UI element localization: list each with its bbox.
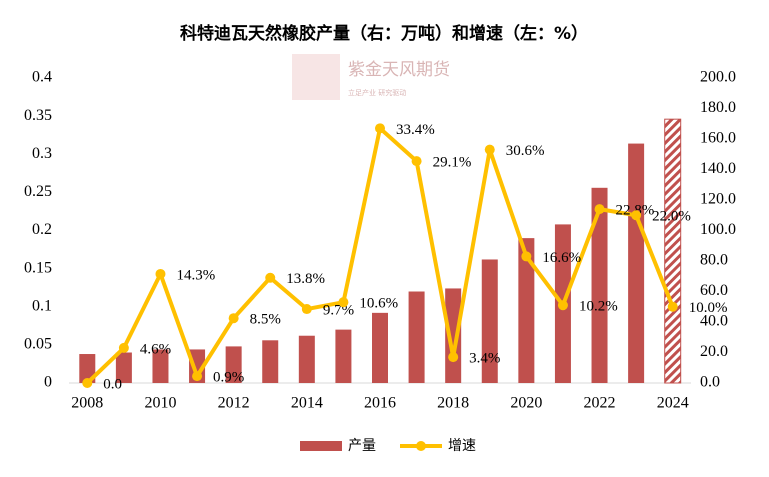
bar — [664, 118, 682, 384]
point — [557, 300, 568, 311]
data-label: 8.5% — [250, 312, 281, 328]
y-tick-label: 0.3 — [32, 145, 52, 162]
bar — [298, 335, 315, 383]
point — [155, 268, 166, 279]
bar — [408, 291, 425, 383]
bar — [79, 354, 96, 383]
watermark-subtitle: 立足产业 研究驱动 — [348, 88, 406, 97]
y-tick-label: 0.1 — [32, 297, 52, 314]
bar — [591, 187, 608, 383]
x-tick-label: 2016 — [364, 395, 396, 412]
data-label: 3.4% — [469, 351, 500, 367]
data-label: 13.8% — [286, 271, 325, 287]
x-tick-label: 2020 — [510, 395, 542, 412]
y-tick-label: 0.2 — [32, 221, 52, 238]
bar — [518, 238, 535, 383]
bar — [481, 259, 498, 383]
point — [338, 297, 349, 308]
data-label: 10.2% — [579, 299, 618, 315]
y2-tick-label: 160.0 — [700, 130, 736, 147]
data-label: 0.0 — [103, 376, 122, 392]
y2-tick-label: 100.0 — [700, 221, 736, 238]
legend-swatch — [300, 441, 342, 451]
y-tick-label: 0.05 — [24, 336, 52, 353]
point — [301, 304, 312, 315]
y-tick-label: 0 — [44, 374, 52, 391]
data-label: 0.9% — [213, 370, 244, 386]
point — [484, 144, 495, 155]
point — [594, 204, 605, 215]
data-label: 22.0% — [652, 209, 691, 225]
bar — [335, 329, 352, 383]
point — [411, 156, 422, 167]
y2-tick-label: 140.0 — [700, 160, 736, 177]
y2-tick-label: 0.0 — [700, 374, 720, 391]
bar — [115, 352, 132, 383]
legend-label: 增速 — [448, 438, 476, 454]
point — [521, 251, 532, 262]
x-tick-label: 2022 — [584, 395, 616, 412]
x-tick-label: 2014 — [291, 395, 323, 412]
data-label: 29.1% — [433, 155, 472, 171]
x-tick-label: 2018 — [437, 395, 469, 412]
y-tick-label: 0.4 — [32, 69, 52, 86]
point — [448, 352, 459, 363]
y-tick-label: 0.25 — [24, 183, 52, 200]
y2-tick-label: 40.0 — [700, 313, 728, 330]
watermark-logo — [292, 54, 340, 100]
point — [375, 123, 385, 134]
legend-label: 产量 — [348, 438, 376, 454]
chart-title: 科特迪瓦天然橡胶产量（右：万吨）和增速（左：%） — [180, 23, 588, 44]
bar — [372, 312, 388, 383]
data-label: 30.6% — [506, 143, 545, 159]
data-label: 10.6% — [359, 296, 398, 312]
point — [82, 378, 93, 388]
data-label: 9.7% — [323, 302, 354, 318]
point — [667, 301, 678, 312]
data-label: 14.3% — [176, 267, 215, 283]
y-tick-label: 0.35 — [24, 107, 52, 124]
bar — [628, 143, 645, 383]
data-label: 10.0% — [689, 300, 728, 316]
x-tick-label: 2024 — [657, 395, 689, 412]
legend-swatch — [416, 441, 426, 451]
y2-tick-label: 60.0 — [700, 282, 728, 299]
watermark: 紫金天风期货 — [348, 60, 450, 80]
point — [265, 272, 276, 283]
bar — [262, 340, 279, 383]
bar — [225, 346, 242, 383]
data-label: 16.6% — [542, 250, 581, 266]
y2-tick-label: 120.0 — [700, 191, 736, 208]
x-tick-label: 2008 — [71, 395, 103, 412]
y2-tick-label: 20.0 — [700, 343, 728, 360]
point — [192, 371, 203, 382]
point — [118, 342, 129, 353]
x-tick-label: 2012 — [218, 395, 250, 412]
point — [228, 313, 239, 324]
y2-tick-label: 80.0 — [700, 252, 728, 269]
y2-tick-label: 180.0 — [700, 99, 736, 116]
y2-tick-label: 200.0 — [700, 69, 736, 86]
bar — [152, 349, 169, 383]
data-label: 33.4% — [396, 122, 435, 138]
point — [631, 210, 642, 221]
y-tick-label: 0.15 — [24, 259, 52, 276]
x-tick-label: 2010 — [144, 395, 176, 412]
data-label: 4.6% — [140, 341, 171, 357]
